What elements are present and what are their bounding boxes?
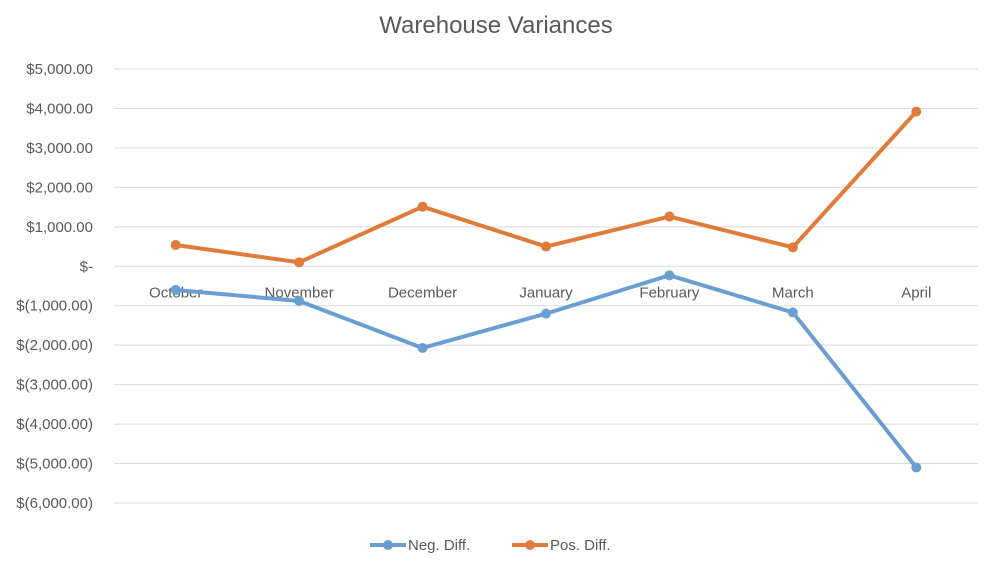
data-point — [911, 106, 922, 117]
x-tick-label: January — [519, 284, 573, 301]
legend-label: Pos. Diff. — [550, 537, 611, 554]
data-point — [664, 211, 675, 222]
legend-item: Neg. Diff. — [370, 537, 470, 554]
y-tick-label: $3,000.00 — [26, 140, 93, 157]
data-point — [787, 307, 798, 318]
data-point — [541, 241, 551, 252]
data-point — [170, 239, 181, 250]
data-point — [170, 284, 181, 295]
y-tick-label: $(6,000.00) — [16, 495, 93, 512]
y-tick-label: $(4,000.00) — [16, 416, 93, 433]
y-tick-label: $5,000.00 — [26, 61, 93, 78]
data-point — [911, 462, 922, 473]
y-tick-label: $(2,000.00) — [16, 337, 93, 354]
legend-label: Neg. Diff. — [408, 537, 470, 554]
y-tick-label: $1,000.00 — [26, 219, 93, 236]
x-tick-label: November — [265, 284, 334, 301]
data-point — [294, 257, 305, 268]
y-tick-label: $(5,000.00) — [16, 456, 93, 473]
legend: Neg. Diff. Pos. Diff. — [370, 537, 611, 554]
series-lines — [170, 106, 922, 473]
series-pos-diff — [170, 106, 922, 268]
y-tick-label: $(3,000.00) — [16, 377, 93, 394]
x-tick-label: February — [639, 284, 700, 301]
y-tick-label: $4,000.00 — [26, 100, 93, 117]
y-tick-label: $- — [80, 258, 93, 275]
x-axis-ticks: OctoberNovemberDecemberJanuaryFebruaryMa… — [149, 284, 931, 301]
data-point — [294, 295, 305, 306]
x-tick-label: April — [901, 284, 931, 301]
legend-item: Pos. Diff. — [512, 537, 611, 554]
series-neg-diff — [170, 270, 922, 473]
x-tick-label: December — [388, 284, 457, 301]
data-point — [417, 201, 428, 212]
y-tick-label: $(1,000.00) — [16, 298, 93, 315]
gridlines — [114, 68, 978, 504]
data-point — [664, 270, 675, 281]
data-point — [417, 342, 428, 353]
chart-title: Warehouse Variances — [379, 12, 612, 39]
y-tick-label: $2,000.00 — [26, 179, 93, 196]
legend-swatch-marker — [525, 540, 535, 550]
data-point — [787, 242, 798, 253]
x-tick-label: March — [772, 284, 814, 301]
legend-swatch-marker — [383, 540, 393, 550]
series-line — [173, 273, 919, 470]
y-axis-ticks: $5,000.00 $4,000.00 $3,000.00 $2,000.00 $1,0… — [16, 61, 93, 512]
data-point — [541, 308, 551, 319]
